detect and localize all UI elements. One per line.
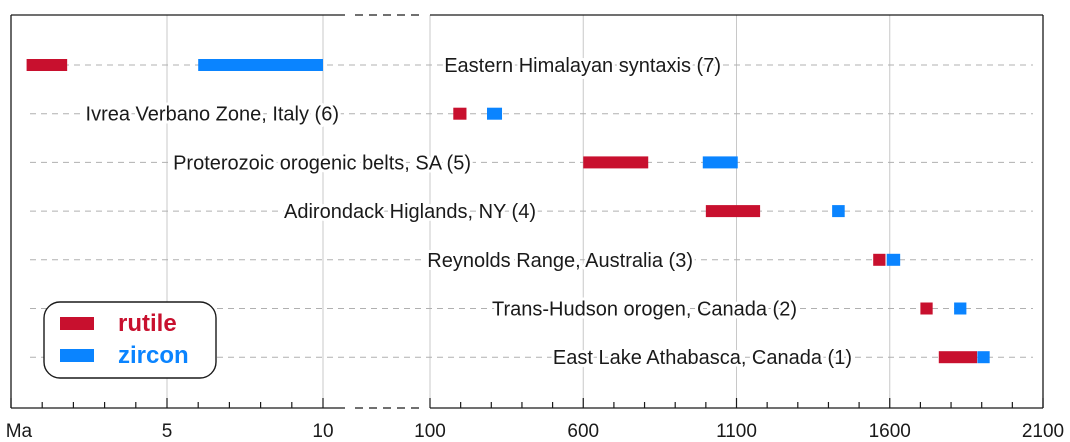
row-labels: Eastern Himalayan syntaxis (7) Ivrea Verb…	[83, 52, 855, 372]
range-bars	[26, 59, 990, 364]
tick-label: 10	[312, 421, 333, 442]
tick-label: 5	[162, 421, 173, 442]
tick-label: 0 Ma	[0, 421, 33, 442]
tick-label: 1600	[869, 421, 911, 442]
tick-label: 100	[414, 421, 446, 442]
row-label: Ivrea Verbano Zone, Italy (6)	[86, 104, 339, 126]
plot-frame	[10, 14, 1044, 409]
tick-label: 600	[567, 421, 599, 442]
zircon-bar	[954, 302, 967, 315]
row-label: Eastern Himalayan syntaxis (7)	[444, 55, 721, 77]
zircon-bar	[487, 107, 503, 120]
zircon-bar	[977, 351, 990, 364]
legend-swatch	[60, 349, 94, 362]
zircon-bar	[198, 59, 323, 71]
legend: rutile zircon	[43, 301, 217, 379]
rutile-bar	[705, 205, 761, 218]
x-axis: 0 Ma 5 10 100 600 1100 1600 2100	[0, 398, 1064, 442]
row-label: East Lake Athabasca, Canada (1)	[553, 347, 852, 369]
rutile-bar	[920, 302, 933, 315]
zircon-bar	[832, 205, 845, 218]
tick-label: 2100	[1022, 421, 1064, 442]
rutile-bar	[453, 107, 467, 120]
rutile-bar	[26, 59, 68, 71]
rutile-bar	[873, 253, 886, 266]
rutile-bar	[938, 351, 978, 364]
zircon-bar	[702, 156, 738, 169]
legend-label: zircon	[118, 342, 189, 369]
legend-label: rutile	[118, 310, 177, 337]
row-label: Proterozoic orogenic belts, SA (5)	[173, 152, 471, 174]
row-label: Trans-Hudson orogen, Canada (2)	[492, 299, 797, 321]
tick-label: 1100	[716, 421, 757, 442]
zircon-bar	[886, 253, 901, 266]
rutile-bar	[583, 156, 649, 169]
row-label: Adirondack Higlands, NY (4)	[284, 201, 536, 223]
legend-swatch	[60, 317, 94, 330]
row-label: Reynolds Range, Australia (3)	[427, 250, 693, 272]
